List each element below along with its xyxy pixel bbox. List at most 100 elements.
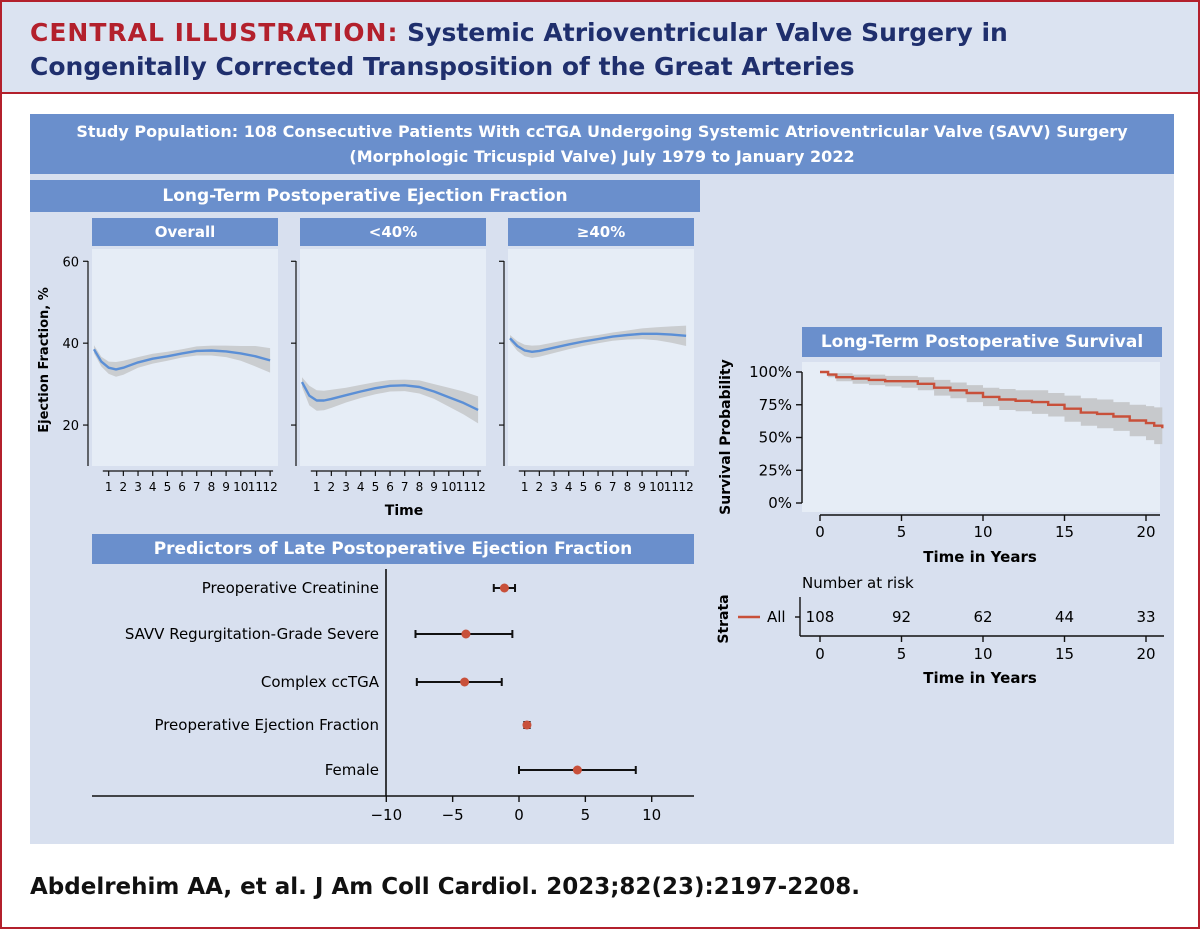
ef-xtick-label-0-7: 7 — [193, 480, 201, 494]
risk-count-2: 62 — [973, 608, 992, 626]
ef-xtick-label-2-10: 10 — [649, 480, 664, 494]
ef-x-axis-title: Time — [385, 503, 423, 519]
survival-xtick-label-1: 5 — [897, 523, 907, 541]
title-line-2: Congenitally Corrected Transposition of … — [30, 52, 855, 81]
forest-label-4: Female — [325, 761, 379, 779]
ef-xtick-label-0-2: 2 — [120, 480, 128, 494]
ef-xtick-label-2-4: 4 — [565, 480, 573, 494]
ef-xtick-label-2-11: 11 — [664, 480, 679, 494]
ef-xtick-label-0-1: 1 — [105, 480, 113, 494]
ef-xtick-label-1-6: 6 — [386, 480, 394, 494]
ef-xtick-label-0-12: 12 — [262, 480, 277, 494]
survival-plot-bg — [802, 362, 1160, 512]
survival-x-axis-title: Time in Years — [923, 548, 1037, 566]
ef-xtick-label-0-5: 5 — [164, 480, 172, 494]
ef-xtick-label-1-12: 12 — [470, 480, 485, 494]
ef-xtick-label-1-1: 1 — [313, 480, 321, 494]
survival-ytick-label-2: 50% — [759, 429, 792, 447]
ef-xtick-label-2-1: 1 — [521, 480, 529, 494]
forest-xtick-label-2: 0 — [514, 806, 524, 824]
risk-count-0: 108 — [806, 608, 835, 626]
ef-mean-line-1 — [300, 381, 479, 411]
risk-xtick-label-4: 20 — [1136, 645, 1155, 663]
forest-xtick-label-3: 5 — [581, 806, 591, 824]
ef-y-axis-title: Ejection Fraction, % — [37, 287, 52, 433]
ef-xtick-label-2-2: 2 — [536, 480, 544, 494]
ef-xtick-label-0-6: 6 — [178, 480, 186, 494]
forest-label-3: Preoperative Ejection Fraction — [154, 716, 379, 734]
survival-ytick-label-1: 25% — [759, 461, 792, 479]
survival-ytick-label-0: 0% — [768, 494, 792, 512]
ef-confidence-band-0 — [94, 345, 271, 377]
ef-xtick-label-2-6: 6 — [594, 480, 602, 494]
ef-xtick-label-2-5: 5 — [580, 480, 588, 494]
risk-legend-label: All — [767, 608, 786, 626]
ef-xtick-label-2-7: 7 — [609, 480, 617, 494]
ef-xtick-label-1-2: 2 — [328, 480, 336, 494]
ef-mean-line-2 — [509, 332, 687, 353]
title-text-1: Systemic Atrioventricular Valve Surgery … — [407, 18, 1008, 47]
survival-xtick-label-0: 0 — [815, 523, 825, 541]
forest-point-1 — [461, 629, 471, 639]
risk-count-1: 92 — [892, 608, 911, 626]
ef-xtick-label-2-12: 12 — [678, 480, 693, 494]
ef-xtick-label-2-9: 9 — [638, 480, 646, 494]
illustration-panel: Study Population: 108 Consecutive Patien… — [30, 114, 1174, 844]
study-line-2: (Morphologic Tricuspid Valve) July 1979 … — [349, 147, 855, 166]
survival-xtick-label-4: 20 — [1136, 523, 1155, 541]
central-illustration-label: CENTRAL ILLUSTRATION: — [30, 18, 399, 47]
ef-xtick-label-0-10: 10 — [233, 480, 248, 494]
ef-xtick-label-2-3: 3 — [550, 480, 558, 494]
ef-xtick-label-0-9: 9 — [222, 480, 230, 494]
ef-xtick-label-0-3: 3 — [134, 480, 142, 494]
forest-plot: Preoperative Creatinine SAVV Regurgitatio… — [92, 569, 694, 824]
ef-plot-bg-2 — [508, 249, 694, 466]
forest-point-2 — [460, 677, 470, 687]
citation: Abdelrehim AA, et al. J Am Coll Cardiol.… — [30, 874, 860, 900]
survival-xtick-label-2: 10 — [973, 523, 992, 541]
ef-ytick-label-60: 60 — [62, 255, 79, 270]
survival-section-title: Long-Term Postoperative Survival — [802, 327, 1162, 357]
survival-ytick-label-3: 75% — [759, 396, 792, 414]
ef-xtick-label-1-11: 11 — [456, 480, 471, 494]
survival-chart: 0% 25% 50% 75% 100% 0 5 10 15 20 Time in Years Surv… — [716, 359, 1164, 687]
forest-xtick-label-4: 10 — [642, 806, 661, 824]
study-population-band: Study Population: 108 Consecutive Patien… — [30, 114, 1174, 174]
ef-section-title: Long-Term Postoperative Ejection Fractio… — [30, 180, 700, 212]
ef-xtick-label-1-7: 7 — [401, 480, 409, 494]
ef-xtick-label-1-3: 3 — [342, 480, 350, 494]
ef-plot-bg-1 — [300, 249, 486, 466]
ef-xtick-label-0-11: 11 — [248, 480, 263, 494]
risk-count-3: 44 — [1055, 608, 1074, 626]
risk-xtick-label-2: 10 — [973, 645, 992, 663]
ef-xtick-label-0-8: 8 — [208, 480, 216, 494]
ef-mean-line-0 — [92, 348, 271, 371]
forest-xtick-label-1: −5 — [442, 806, 464, 824]
study-line-1: Study Population: 108 Consecutive Patien… — [76, 122, 1128, 141]
ef-confidence-band-1 — [302, 377, 479, 424]
ef-xtick-label-2-8: 8 — [624, 480, 632, 494]
forest-point-0 — [499, 583, 509, 593]
ef-panel-title-overall: Overall — [92, 218, 278, 246]
forest-label-2: Complex ccTGA — [261, 673, 380, 691]
risk-table-title: Number at risk — [802, 574, 914, 592]
risk-xtick-label-1: 5 — [897, 645, 907, 663]
risk-count-4: 33 — [1136, 608, 1155, 626]
survival-xtick-label-3: 15 — [1055, 523, 1074, 541]
ef-xtick-label-1-5: 5 — [372, 480, 380, 494]
survival-curve — [820, 370, 1164, 429]
ef-xtick-label-0-4: 4 — [149, 480, 157, 494]
forest-xtick-label-0: −10 — [370, 806, 402, 824]
title-line-1: CENTRAL ILLUSTRATION: Systemic Atriovent… — [30, 18, 1008, 47]
ef-xtick-label-1-9: 9 — [430, 480, 438, 494]
survival-ytick-label-4: 100% — [749, 363, 792, 381]
forest-label-0: Preoperative Creatinine — [202, 579, 379, 597]
forest-point-4 — [572, 765, 582, 775]
ef-panel-title-high: ≥40% — [508, 218, 694, 246]
forest-label-1: SAVV Regurgitation-Grade Severe — [125, 625, 379, 643]
risk-xtick-label-0: 0 — [815, 645, 825, 663]
ef-panel-title-low: <40% — [300, 218, 486, 246]
